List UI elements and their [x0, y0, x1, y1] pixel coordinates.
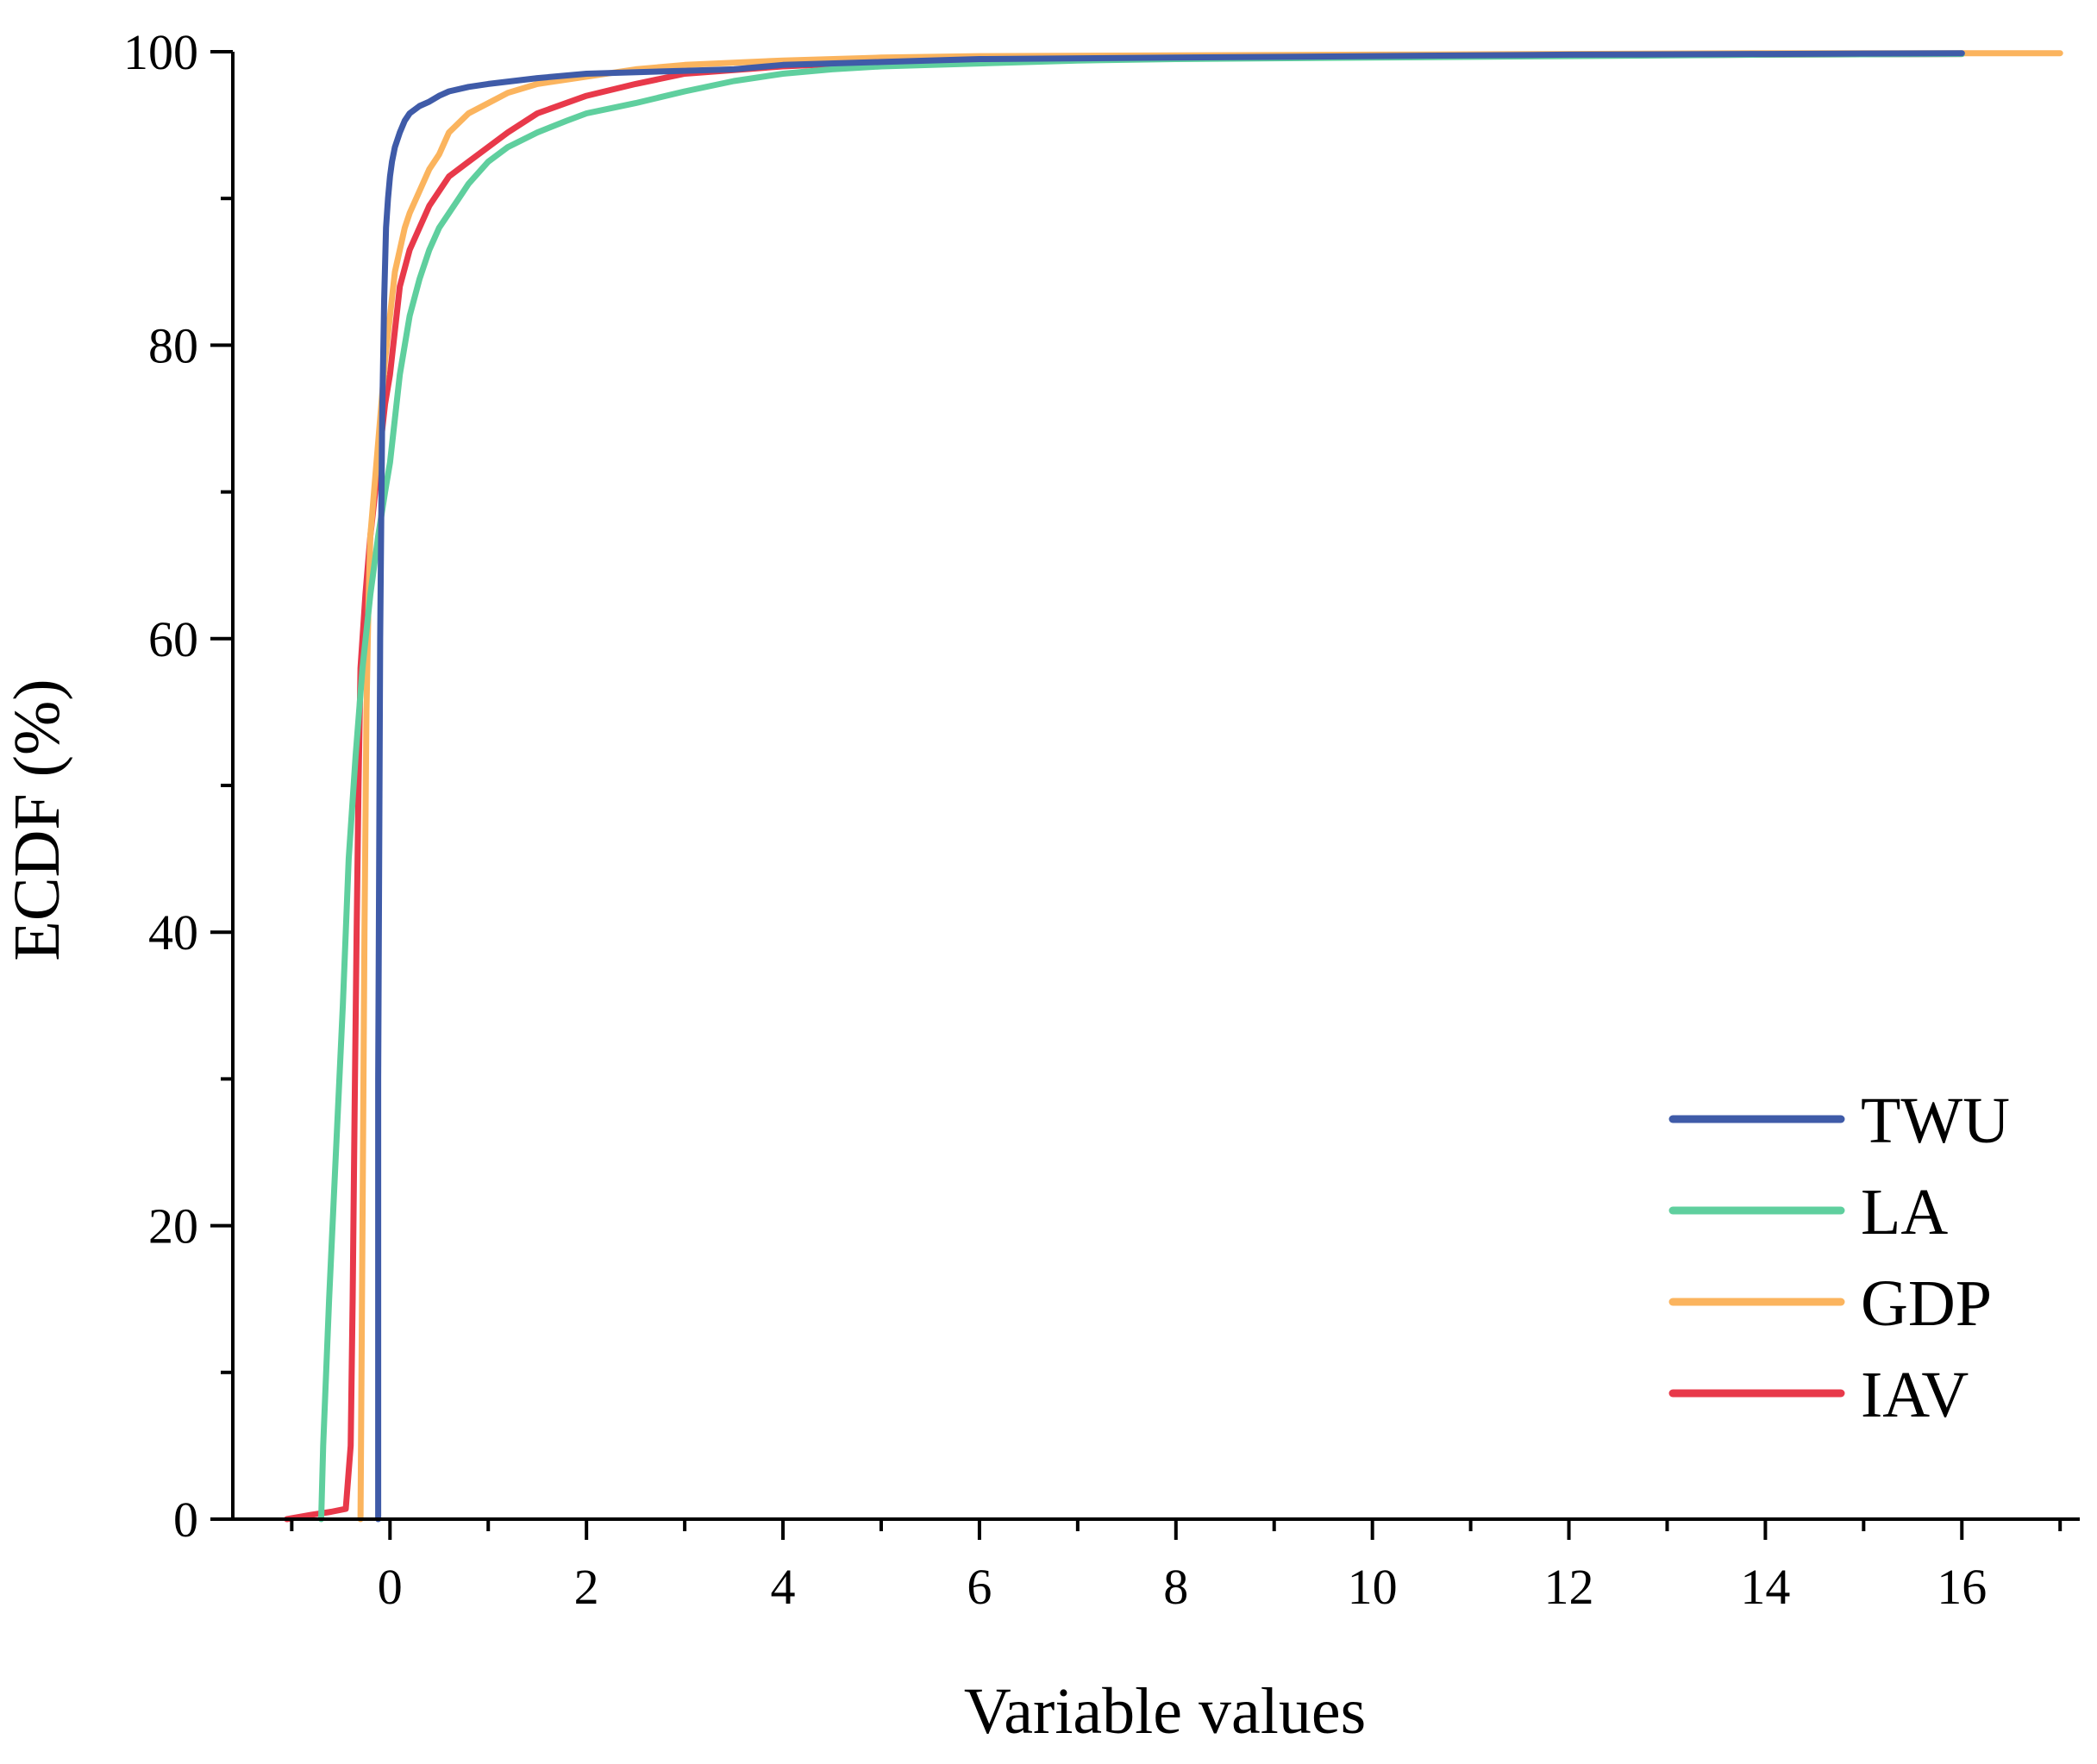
y-tick-label: 0	[173, 1492, 198, 1548]
legend-label-twu: TWU	[1861, 1085, 2010, 1157]
x-tick-label: 0	[378, 1559, 403, 1615]
series-line-twu	[375, 50, 1965, 1523]
x-tick-label: 12	[1544, 1559, 1594, 1615]
y-tick-label: 60	[148, 611, 198, 667]
x-tick-label: 8	[1163, 1559, 1188, 1615]
legend: TWU LA GDP IAV	[1668, 1085, 2010, 1431]
legend-label-iav: IAV	[1861, 1359, 1969, 1431]
plot-series-group	[284, 50, 2063, 1523]
x-tick-label: 14	[1740, 1559, 1790, 1615]
y-tick-label: 80	[148, 317, 198, 373]
y-ticks-group: 0 20 40 60 80 100	[123, 24, 233, 1548]
x-ticks-group: 0 2 4 6 8 10 12 14 16	[290, 1519, 2063, 1615]
y-tick-label: 40	[148, 904, 198, 960]
legend-label-gdp: GDP	[1861, 1267, 1992, 1340]
x-tick-label: 10	[1348, 1559, 1398, 1615]
x-tick-label: 4	[771, 1559, 796, 1615]
y-tick-label: 20	[148, 1198, 198, 1254]
x-tick-label: 2	[574, 1559, 599, 1615]
y-tick-label: 100	[123, 24, 198, 80]
legend-label-la: LA	[1861, 1176, 1948, 1248]
x-tick-label: 6	[967, 1559, 992, 1615]
x-axis-title: Variable values	[964, 1675, 1366, 1748]
series-line-la	[318, 51, 1965, 1523]
y-axis-title: ECDF (%)	[1, 679, 73, 960]
x-tick-label: 16	[1937, 1559, 1987, 1615]
